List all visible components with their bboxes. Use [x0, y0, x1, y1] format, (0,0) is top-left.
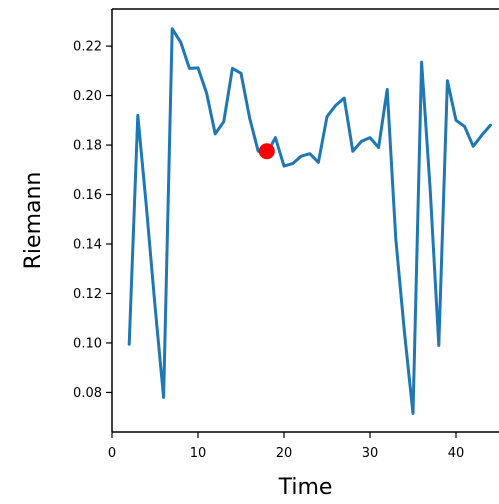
y-tick-label: 0.16	[73, 188, 102, 203]
y-tick-label: 0.14	[73, 238, 102, 253]
y-tick-label: 0.12	[73, 287, 102, 302]
x-axis-title: Time	[278, 475, 333, 500]
x-tick-label: 20	[276, 446, 293, 461]
x-tick-label: 30	[362, 446, 379, 461]
series-line	[127, 27, 492, 415]
highlight-point	[258, 143, 275, 160]
y-tick-label: 0.20	[73, 89, 102, 104]
x-tick-label: 10	[190, 446, 207, 461]
plot-series	[127, 27, 492, 415]
y-tick-label: 0.22	[73, 40, 102, 55]
y-tick-label: 0.10	[73, 336, 102, 351]
x-tick-label: 40	[448, 446, 465, 461]
y-axis-ticks: 0.08 0.10 0.12 0.14 0.16 0.18 0.20 0.22	[73, 40, 112, 401]
y-tick-label: 0.18	[73, 139, 102, 154]
y-tick-label: 0.08	[73, 386, 102, 401]
x-tick-label: 0	[108, 446, 116, 461]
x-axis-ticks: 0 10 20 30 40	[108, 432, 464, 461]
y-axis-title: Riemann	[21, 172, 46, 270]
